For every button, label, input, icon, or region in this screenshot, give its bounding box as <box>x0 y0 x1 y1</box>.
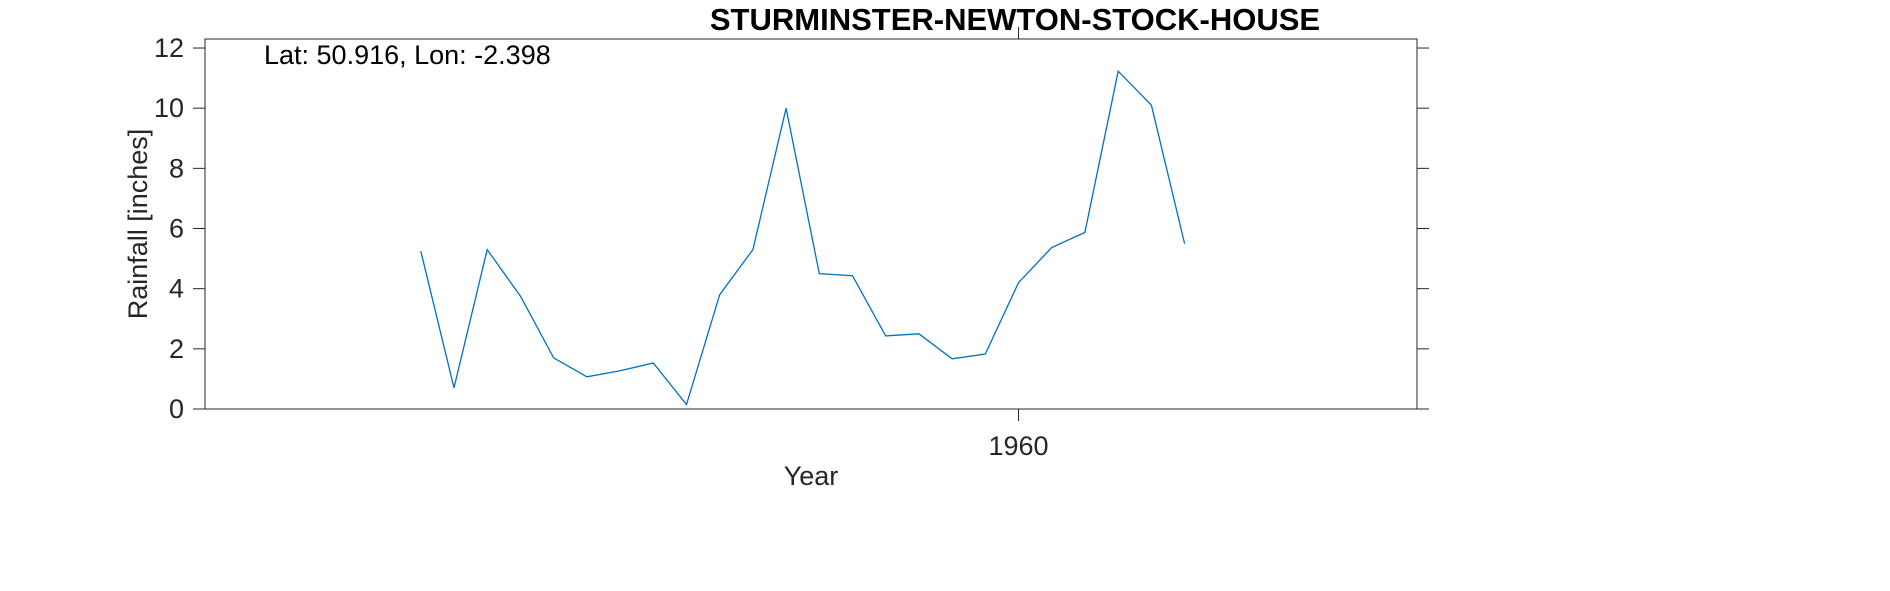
y-tick-label-12: 12 <box>154 33 184 63</box>
location-annotation: Lat: 50.916, Lon: -2.398 <box>264 40 551 70</box>
chart-title: STURMINSTER-NEWTON-STOCK-HOUSE <box>710 2 1320 37</box>
plot-area-frame <box>204 38 1418 410</box>
y-tick-label-0: 0 <box>169 394 184 424</box>
y-axis-ticks: 0 2 4 6 8 10 12 <box>154 33 1429 424</box>
y-axis-label: Rainfall [inches] <box>123 129 153 320</box>
x-axis-label: Year <box>784 461 839 491</box>
rainfall-series-line <box>420 69 1186 406</box>
x-tick-label-1960: 1960 <box>988 431 1048 461</box>
y-tick-label-10: 10 <box>154 93 184 123</box>
x-axis-ticks: 1960 <box>988 27 1049 461</box>
y-tick-label-2: 2 <box>169 334 184 364</box>
y-tick-label-4: 4 <box>169 274 184 304</box>
y-tick-label-6: 6 <box>169 214 184 244</box>
y-tick-label-8: 8 <box>169 153 184 183</box>
